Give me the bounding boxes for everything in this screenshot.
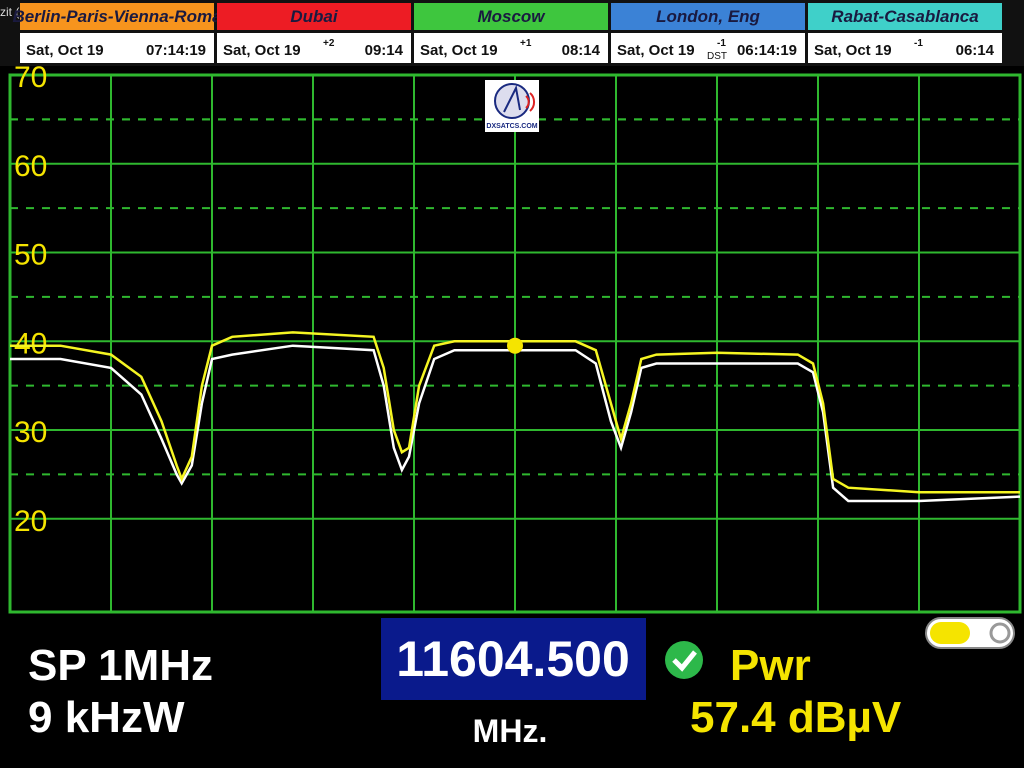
clock-offset: +1 — [520, 38, 532, 49]
clock-header — [611, 3, 805, 30]
clock-offset: +2 — [323, 38, 335, 49]
marker — [507, 337, 523, 354]
clock-city: Rabat-Casablanca — [831, 7, 978, 26]
clock-header — [217, 3, 411, 30]
lock-check — [672, 650, 697, 672]
clock-body — [217, 33, 411, 63]
frequency-unit: MHz. — [473, 713, 548, 749]
clock-body — [414, 33, 608, 63]
clock-time: 06:14:19 — [737, 42, 797, 59]
battery-cap — [989, 622, 1011, 644]
logo-waves — [525, 92, 536, 112]
logo-text: DXSATCS.COM — [486, 123, 537, 130]
clock-header — [20, 3, 214, 30]
clock-city: Berlin-Paris-Vienna-Roma — [12, 7, 221, 26]
level: 57.4 dBµV — [690, 693, 902, 742]
span: SP 1MHz — [28, 641, 213, 690]
clock-city: Dubai — [290, 7, 339, 26]
clock-body — [20, 33, 214, 63]
clock-offset: -1 — [717, 38, 726, 49]
clock-date: Sat, Oct 19 — [617, 42, 695, 59]
y-tick-label: 60 — [14, 150, 47, 183]
clock-body — [611, 33, 805, 63]
clock-date: Sat, Oct 19 — [420, 42, 498, 59]
rbw: 9 kHzW — [28, 693, 185, 742]
measure-label: Pwr — [730, 641, 811, 690]
y-tick-label: 20 — [14, 505, 47, 538]
clock-header — [808, 3, 1002, 30]
clock-time: 07:14:19 — [146, 42, 206, 59]
clock-body — [808, 33, 1002, 63]
logo-dish — [503, 84, 521, 113]
status-panel: SP 1MHz 9 kHzW 11604.500 MHz. Pwr 57.4 d… — [28, 617, 1015, 749]
clock-city: London, Eng — [656, 7, 760, 26]
clock-time: 06:14 — [956, 42, 995, 59]
y-tick-label: 40 — [14, 327, 47, 360]
y-tick-label: 50 — [14, 239, 47, 272]
logo: DXSATCS.COM — [485, 80, 539, 132]
clock-header — [414, 3, 608, 30]
clock-date: Sat, Oct 19 — [26, 42, 104, 59]
clock-offset: -1 — [914, 38, 923, 49]
clock-date: Sat, Oct 19 — [814, 42, 892, 59]
frequency-box — [381, 618, 646, 700]
trace — [10, 344, 1021, 503]
trace — [10, 331, 1020, 494]
clock-date: Sat, Oct 19 — [223, 42, 301, 59]
clock-dst: DST — [707, 51, 727, 62]
y-tick-label: 70 — [14, 61, 47, 94]
clock-city: Moscow — [477, 7, 546, 26]
lock-icon — [665, 641, 703, 679]
frequency: 11604.500 — [396, 631, 630, 687]
spectrum-chart: 20 30 40 50 60 70 — [8, 61, 1022, 614]
logo-globe — [494, 83, 530, 119]
battery-level — [930, 622, 970, 644]
corner-text: zit ( — [0, 5, 19, 19]
clock-time: 08:14 — [562, 42, 601, 59]
clock-time: 09:14 — [365, 42, 404, 59]
y-tick-label: 30 — [14, 416, 47, 449]
